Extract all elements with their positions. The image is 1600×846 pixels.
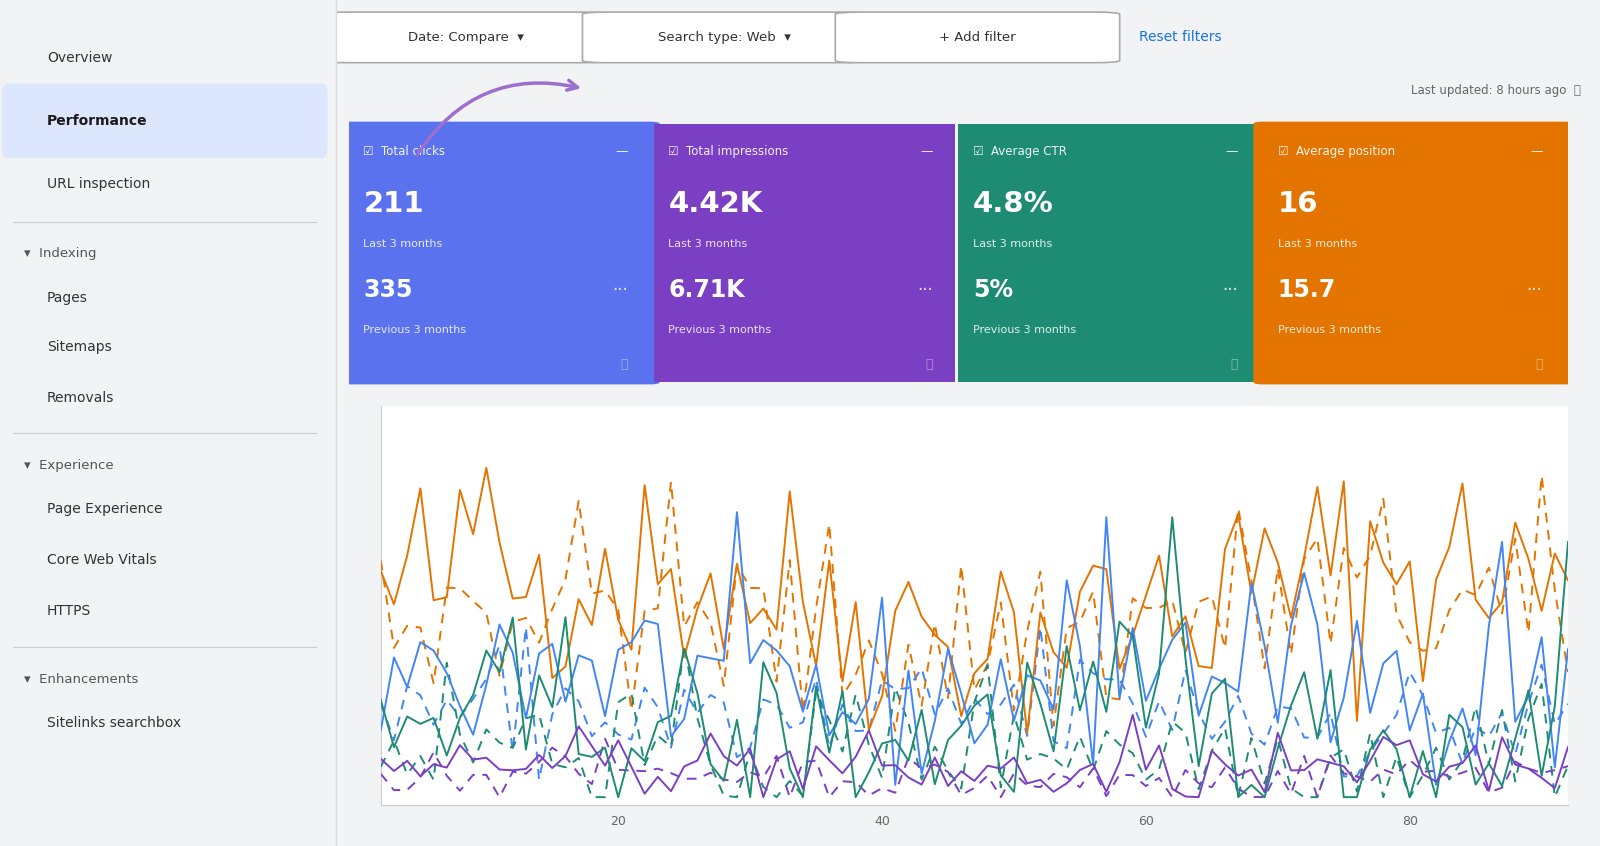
Text: Last 3 months: Last 3 months bbox=[363, 239, 443, 249]
Text: 4.8%: 4.8% bbox=[973, 190, 1054, 217]
Text: Core Web Vitals: Core Web Vitals bbox=[46, 553, 157, 567]
FancyBboxPatch shape bbox=[582, 12, 867, 63]
Text: Removals: Removals bbox=[46, 391, 115, 404]
Text: Performance: Performance bbox=[46, 114, 147, 128]
Text: Last 3 months: Last 3 months bbox=[973, 239, 1053, 249]
Text: 4.42K: 4.42K bbox=[669, 190, 763, 217]
Text: Previous 3 months: Previous 3 months bbox=[1278, 326, 1381, 335]
Text: ☑  Average position: ☑ Average position bbox=[1278, 146, 1395, 158]
Text: ···: ··· bbox=[1526, 282, 1542, 299]
Text: ⓘ: ⓘ bbox=[1230, 359, 1237, 371]
Text: 211: 211 bbox=[363, 190, 424, 217]
Text: —: — bbox=[1226, 146, 1237, 158]
Text: + Add filter: + Add filter bbox=[939, 31, 1016, 44]
Text: 6.71K: 6.71K bbox=[669, 278, 746, 302]
Text: ⓘ: ⓘ bbox=[621, 359, 627, 371]
Text: Previous 3 months: Previous 3 months bbox=[669, 326, 771, 335]
FancyBboxPatch shape bbox=[835, 12, 1120, 63]
Text: Last updated: 8 hours ago  ⓘ: Last updated: 8 hours ago ⓘ bbox=[1411, 84, 1581, 96]
Text: ☑  Total clicks: ☑ Total clicks bbox=[363, 146, 445, 158]
Text: HTTPS: HTTPS bbox=[46, 604, 91, 618]
Text: ☑  Average CTR: ☑ Average CTR bbox=[973, 146, 1067, 158]
FancyBboxPatch shape bbox=[1253, 122, 1574, 384]
Text: —: — bbox=[1530, 146, 1542, 158]
FancyBboxPatch shape bbox=[2, 84, 328, 158]
Text: Sitemaps: Sitemaps bbox=[46, 340, 112, 354]
Bar bbox=[654, 124, 955, 382]
Text: Date: Compare  ▾: Date: Compare ▾ bbox=[408, 31, 523, 44]
Text: ⓘ: ⓘ bbox=[925, 359, 933, 371]
Text: Previous 3 months: Previous 3 months bbox=[363, 326, 467, 335]
FancyBboxPatch shape bbox=[339, 122, 659, 384]
Text: Last 3 months: Last 3 months bbox=[1278, 239, 1357, 249]
Text: ☑  Total impressions: ☑ Total impressions bbox=[669, 146, 789, 158]
Text: —: — bbox=[616, 146, 627, 158]
Text: Overview: Overview bbox=[46, 51, 112, 64]
Text: ···: ··· bbox=[1222, 282, 1237, 299]
FancyBboxPatch shape bbox=[323, 12, 608, 63]
Text: Reset filters: Reset filters bbox=[1139, 30, 1221, 44]
Bar bbox=[958, 124, 1259, 382]
Text: ▾  Experience: ▾ Experience bbox=[24, 459, 114, 472]
Text: 5%: 5% bbox=[973, 278, 1013, 302]
Text: 15.7: 15.7 bbox=[1278, 278, 1336, 302]
Text: Pages: Pages bbox=[46, 291, 88, 305]
Text: Sitelinks searchbox: Sitelinks searchbox bbox=[46, 717, 181, 730]
Text: Previous 3 months: Previous 3 months bbox=[973, 326, 1077, 335]
Text: 335: 335 bbox=[363, 278, 413, 302]
Text: Last 3 months: Last 3 months bbox=[669, 239, 747, 249]
Text: 16: 16 bbox=[1278, 190, 1318, 217]
Text: Search type: Web  ▾: Search type: Web ▾ bbox=[658, 31, 790, 44]
Text: ▾  Enhancements: ▾ Enhancements bbox=[24, 673, 138, 686]
Text: Page Experience: Page Experience bbox=[46, 503, 163, 516]
Text: —: — bbox=[920, 146, 933, 158]
Text: URL inspection: URL inspection bbox=[46, 178, 150, 191]
Text: ···: ··· bbox=[917, 282, 933, 299]
Text: ▾  Indexing: ▾ Indexing bbox=[24, 247, 96, 261]
Text: ⓘ: ⓘ bbox=[1534, 359, 1542, 371]
Text: ···: ··· bbox=[613, 282, 627, 299]
